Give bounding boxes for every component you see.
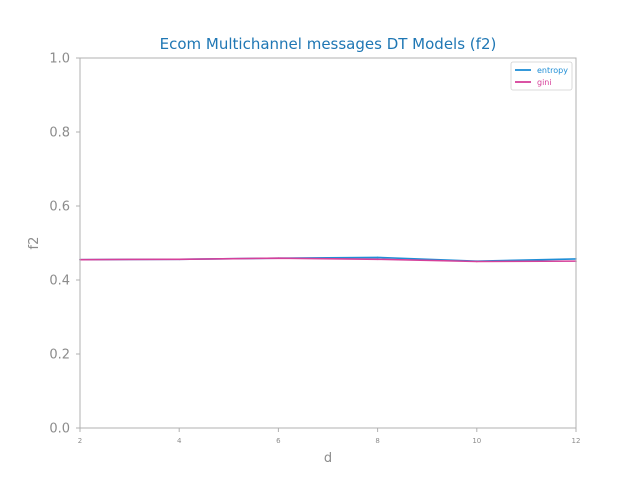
- y-axis: 0.0 0.2 0.4 0.6 0.8 1.0: [49, 52, 80, 437]
- legend: entropy gini: [510, 61, 573, 91]
- y-tick-label: 0.8: [49, 126, 70, 141]
- x-tick-label: 10: [472, 437, 481, 445]
- y-tick-label: 1.0: [49, 52, 70, 67]
- x-tick-label: 4: [177, 437, 182, 445]
- data-point-gini: [178, 258, 180, 261]
- plot-frame: [79, 57, 577, 429]
- data-point-entropy: [376, 256, 379, 259]
- legend-label-entropy: entropy: [537, 66, 568, 75]
- y-tick-label: 0.0: [49, 422, 70, 437]
- x-tick-label: 12: [572, 437, 581, 445]
- x-tick-label: 8: [375, 437, 379, 445]
- y-tick-label: 0.4: [49, 274, 70, 289]
- x-tick-label: 6: [276, 437, 281, 445]
- y-tick-label: 0.6: [49, 200, 70, 215]
- data-point-gini: [476, 260, 478, 263]
- y-axis-label: f2: [27, 237, 42, 250]
- x-axis: 2 4 6 8 10 12: [78, 428, 581, 445]
- plot-area: [79, 256, 577, 263]
- y-tick-label: 0.2: [49, 348, 70, 363]
- series-line-gini: [79, 257, 577, 263]
- x-axis-label: d: [324, 451, 332, 466]
- data-point-gini: [277, 257, 280, 259]
- chart-title: Ecom Multichannel messages DT Models (f2…: [160, 35, 497, 53]
- data-point-gini: [376, 258, 379, 261]
- legend-label-gini: gini: [537, 78, 552, 87]
- x-tick-label: 2: [78, 437, 82, 445]
- legend-box: [510, 61, 573, 91]
